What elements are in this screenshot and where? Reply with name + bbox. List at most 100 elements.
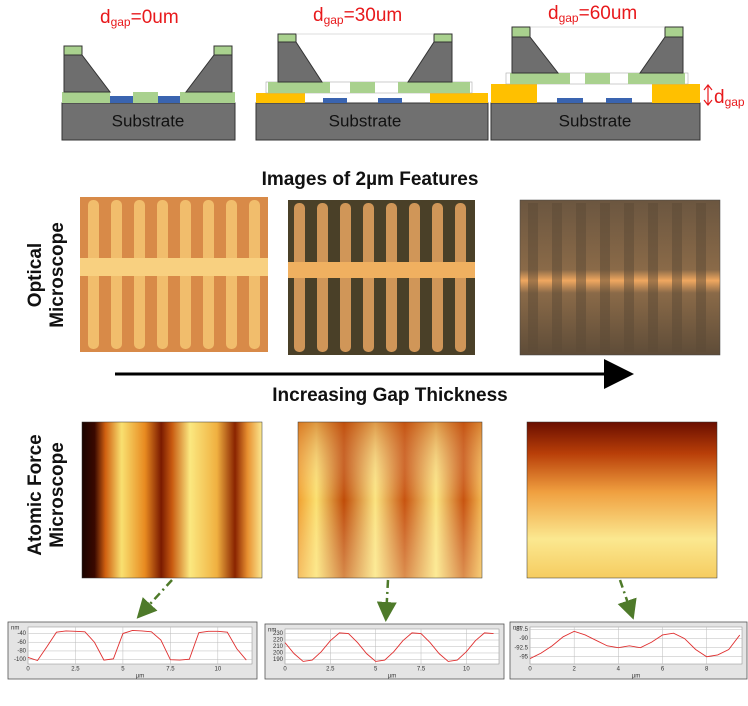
- cap: [277, 33, 297, 43]
- green-layer: [180, 92, 235, 103]
- x-tick-label: 5: [374, 667, 378, 673]
- x-tick-label: 2: [572, 667, 576, 673]
- x-axis-label: µm: [388, 674, 396, 680]
- substrate: [61, 102, 236, 141]
- post: [184, 54, 233, 93]
- x-tick-label: 5: [121, 667, 125, 673]
- gap-value: =60um: [579, 3, 638, 24]
- y-tick-label: -87.5: [514, 627, 528, 633]
- post: [63, 54, 112, 93]
- stripe: [576, 203, 586, 352]
- y-tick-label: 220: [273, 638, 284, 644]
- substrate: [255, 102, 489, 141]
- x-axis-label: µm: [136, 674, 144, 680]
- gap-label: dgap=0um: [100, 7, 179, 29]
- gap-subscript: gap: [725, 95, 745, 109]
- optical-image: [519, 199, 721, 356]
- electrode: [606, 98, 632, 103]
- plot-area: [529, 626, 743, 665]
- x-tick-label: 0: [283, 667, 287, 673]
- electrode: [158, 96, 180, 103]
- profile-chart: nm µm -40 -60 -80 -100 0 2.5 5 7.5 10: [7, 621, 258, 680]
- x-axis-label: µm: [632, 674, 640, 680]
- afm-images: [81, 421, 718, 579]
- cap: [511, 26, 531, 38]
- post: [407, 41, 453, 83]
- gap-arrow: [703, 84, 713, 106]
- y-axis-label: nm: [268, 628, 276, 634]
- green-layer: [398, 82, 470, 93]
- substrate-label: Substrate: [329, 111, 402, 130]
- spacer: [430, 93, 488, 103]
- images-heading: Images of 2µm Features: [262, 169, 479, 190]
- y-axis-label: nm: [11, 626, 19, 632]
- x-tick-label: 0: [528, 667, 532, 673]
- band: [80, 258, 268, 276]
- spacer: [256, 93, 305, 103]
- y-axis-label: nm: [513, 626, 521, 632]
- spacer: [652, 84, 700, 103]
- profile-line: [284, 632, 494, 662]
- stripe: [624, 203, 634, 352]
- profile-line: [529, 630, 741, 659]
- gap-symbol: d: [714, 87, 725, 108]
- gap-marker: dgap: [714, 87, 745, 109]
- stripe: [552, 203, 562, 352]
- x-tick-label: 2.5: [71, 667, 80, 673]
- x-tick-label: 10: [214, 667, 221, 673]
- y-tick-label: -92.5: [514, 645, 528, 651]
- afm-image: [81, 421, 263, 579]
- gap-symbol: d: [313, 5, 324, 26]
- afm-label: Atomic Force: [25, 434, 46, 555]
- x-tick-label: 0: [26, 667, 30, 673]
- diagram-60-gap: Substrate dgap=60um dgap: [490, 3, 745, 141]
- diagram-zero-gap: Substrate dgap=0um: [61, 7, 236, 141]
- x-tick-label: 10: [463, 667, 470, 673]
- stripe: [672, 203, 682, 352]
- gap-value: =30um: [344, 5, 403, 26]
- y-tick-label: -90: [519, 636, 528, 642]
- gap-symbol: d: [100, 7, 111, 28]
- connector: [376, 579, 397, 622]
- substrate-label: Substrate: [559, 111, 632, 130]
- stripe: [600, 203, 610, 352]
- green-layer: [510, 73, 570, 84]
- gap-subscript: gap: [111, 15, 131, 29]
- y-tick-label: -40: [17, 631, 26, 637]
- post: [511, 36, 560, 74]
- green-layer: [585, 73, 610, 84]
- stripe: [696, 203, 706, 352]
- y-tick-label: -95: [519, 654, 528, 660]
- y-tick-label: -60: [17, 640, 26, 646]
- gap-subscript: gap: [324, 13, 344, 27]
- band: [288, 262, 475, 278]
- optical-label: Microscope: [47, 222, 68, 328]
- electrode: [110, 96, 133, 103]
- y-tick-label: 200: [273, 651, 284, 657]
- electrode: [557, 98, 583, 103]
- x-tick-label: 7.5: [417, 667, 426, 673]
- green-layer: [350, 82, 375, 93]
- profile-line: [27, 630, 247, 662]
- green-layer: [268, 82, 330, 93]
- gap-label: dgap=30um: [313, 5, 402, 27]
- stripe: [648, 203, 658, 352]
- diagram-30-gap: Substrate dgap=30um: [255, 5, 489, 141]
- post: [639, 36, 684, 74]
- optical-label: Optical: [25, 243, 46, 307]
- gap-subscript: gap: [559, 11, 579, 25]
- cap: [63, 45, 83, 56]
- x-tick-label: 6: [661, 667, 665, 673]
- y-tick-label: -100: [14, 657, 27, 663]
- connector: [136, 579, 173, 619]
- y-tick-label: -80: [17, 649, 26, 655]
- cap: [213, 45, 233, 56]
- green-layer: [133, 92, 158, 103]
- profile-chart: nm µm -87.5 -90 -92.5 -95 0 2 4 6 8: [509, 621, 748, 680]
- afm-image: [526, 421, 718, 579]
- connectors: [136, 579, 637, 622]
- electrode: [378, 98, 402, 103]
